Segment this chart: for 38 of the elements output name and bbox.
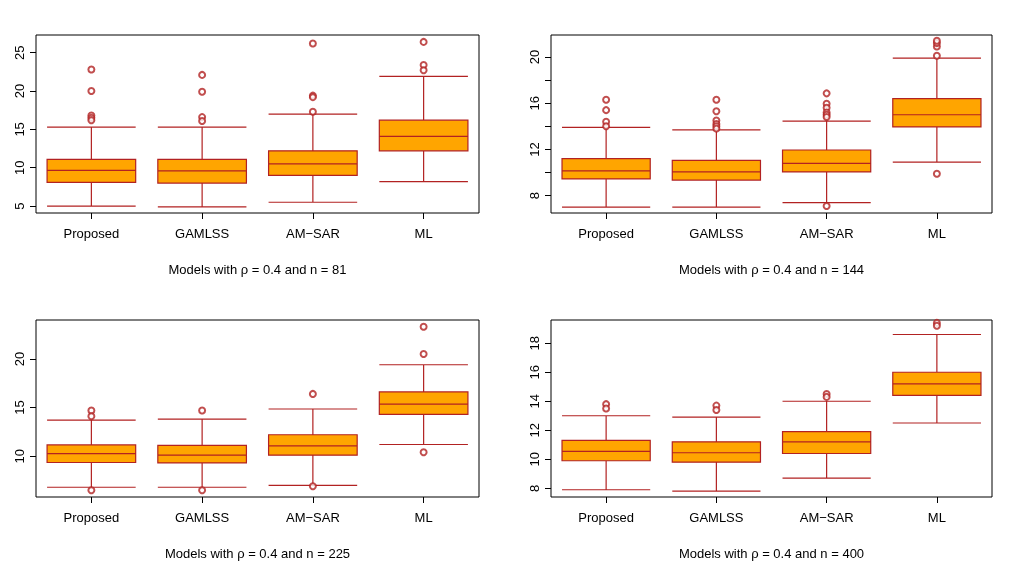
y-tick-label: 10 [12, 160, 27, 175]
y-tick-label: 16 [527, 95, 542, 111]
x-tick-label: ML [927, 510, 946, 525]
x-tick-label: GAMLSS [689, 510, 744, 525]
x-tick-label: AM−SAR [799, 510, 854, 525]
y-tick-label: 12 [527, 423, 542, 438]
x-axis-title: Models with ρ = 0.4 and n = 225 [164, 546, 351, 561]
x-axis-title: Models with ρ = 0.4 and n = 81 [168, 262, 347, 277]
y-tick-label: 8 [527, 484, 542, 492]
x-tick-label: GAMLSS [689, 226, 744, 241]
x-tick-label: Proposed [578, 510, 634, 525]
y-tick-label: 25 [12, 45, 27, 60]
x-tick-label: ML [414, 510, 433, 525]
y-tick-label: 20 [12, 83, 27, 99]
y-tick-label: 14 [527, 394, 542, 409]
y-tick-label: 5 [12, 202, 27, 210]
x-tick-label: AM−SAR [799, 226, 854, 241]
x-tick-label: ML [414, 226, 433, 241]
y-tick-label: 20 [12, 351, 27, 367]
x-axis-title: Models with ρ = 0.4 and n = 400 [678, 546, 865, 561]
y-tick-label: 10 [12, 448, 27, 464]
y-tick-label: 16 [527, 365, 542, 380]
y-tick-label: 15 [12, 400, 27, 415]
y-tick-label: 20 [527, 49, 542, 65]
y-tick-label: 8 [527, 192, 542, 200]
x-tick-label: Proposed [63, 510, 120, 525]
y-tick-label: 15 [12, 122, 27, 137]
y-tick-label: 18 [527, 335, 542, 351]
y-tick-label: 10 [527, 452, 542, 467]
x-tick-label: GAMLSS [175, 510, 230, 525]
x-tick-label: GAMLSS [175, 226, 230, 241]
x-tick-label: Proposed [63, 226, 120, 241]
x-tick-label: AM−SAR [285, 226, 340, 241]
x-tick-label: AM−SAR [285, 510, 340, 525]
x-tick-label: Proposed [578, 226, 634, 241]
x-tick-label: ML [927, 226, 946, 241]
y-tick-label: 12 [527, 142, 542, 157]
x-axis-title: Models with ρ = 0.4 and n = 144 [678, 262, 865, 277]
